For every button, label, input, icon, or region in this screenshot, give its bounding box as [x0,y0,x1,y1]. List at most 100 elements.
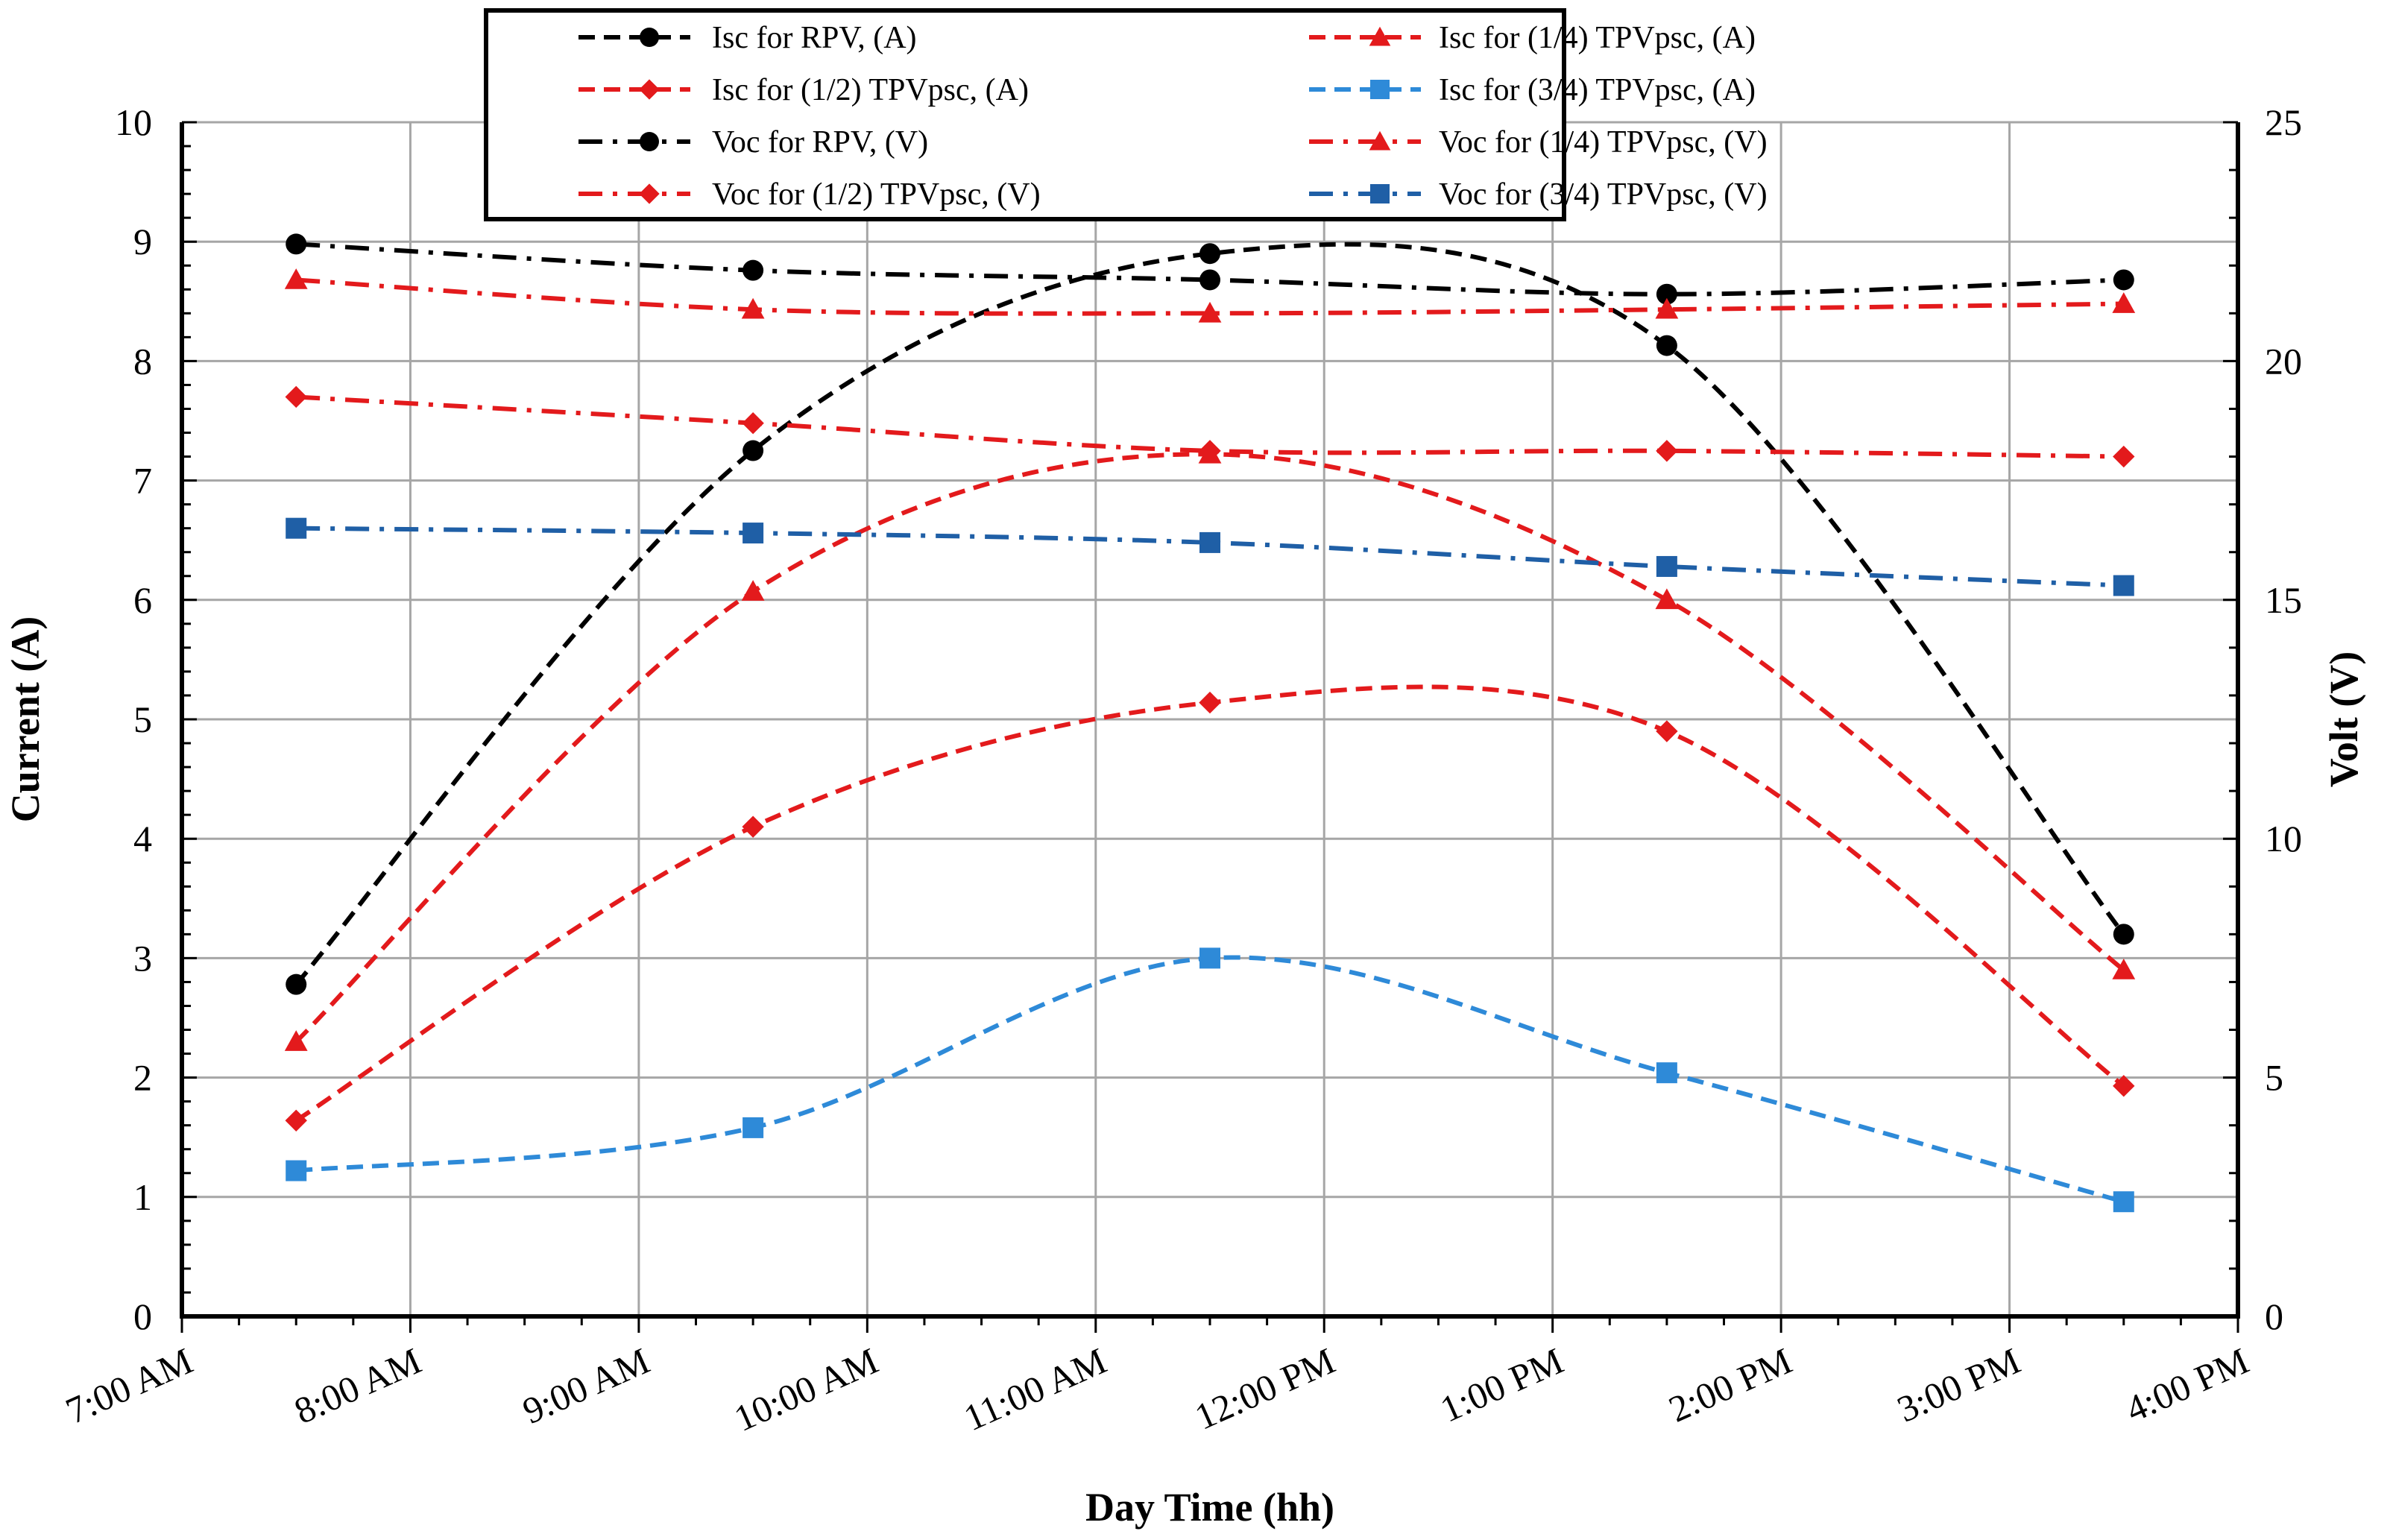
data-point [1656,1062,1677,1084]
data-point [286,1160,307,1181]
data-point [2113,269,2134,291]
data-point [741,297,765,319]
data-point [1198,301,1222,323]
legend-entry: Voc for (1/2) TPVpsc, (V) [578,177,1041,212]
data-point [1199,269,1220,291]
data-point [2112,959,2136,979]
data-point [1656,720,1678,742]
y-tick-label: 1 [133,1176,152,1218]
legend-swatch-marker [639,183,660,204]
legend-label: Isc for (3/4) TPVpsc, (A) [1439,73,1756,107]
legend-label: Isc for (1/2) TPVpsc, (A) [712,73,1029,107]
series-4 [286,947,2134,1213]
series-line [296,277,2124,316]
legend-entry: Voc for (1/4) TPVpsc, (V) [1309,125,1768,160]
legend-label: Voc for (1/2) TPVpsc, (V) [712,177,1041,212]
data-point [286,973,307,995]
legend-label: Isc for RPV, (A) [712,21,917,55]
data-point [1655,588,1679,610]
legend-entry: Isc for (3/4) TPVpsc, (A) [1309,73,1756,107]
series-line [296,242,2124,297]
data-point [1199,243,1220,265]
gridlines [182,121,2238,1316]
y-axis-title: Current (A) [3,616,48,822]
legend-entry: Isc for (1/2) TPVpsc, (A) [578,73,1029,107]
y-tick-label: 3 [133,937,152,979]
y-tick-label: 6 [133,579,152,621]
legend-swatch-marker [639,79,660,100]
y2-tick-label: 0 [2265,1296,2283,1337]
data-point [285,385,307,408]
series-line [296,526,2124,588]
data-point [2112,292,2136,313]
legend-label: Voc for RPV, (V) [712,125,928,160]
y2-tick-label: 20 [2265,340,2302,382]
data-point [1199,947,1220,969]
legend-swatch-marker [1370,184,1390,203]
series-5 [286,233,2134,305]
y-tick-label: 8 [133,340,152,382]
data-point [284,1030,308,1051]
series-1 [286,242,2134,995]
data-point [743,440,764,461]
y2-axis-title: Volt (V) [2321,651,2366,788]
series-7 [285,385,2135,468]
legend-entry: Voc for (3/4) TPVpsc, (V) [1309,177,1768,212]
y2-tick-label: 15 [2265,579,2302,621]
legend-swatch-marker [1370,80,1390,99]
data-point [1199,531,1220,553]
y-tick-label: 5 [133,698,152,740]
legend-swatch-marker [1369,26,1391,46]
data-point [742,412,764,435]
y-tick-label: 2 [133,1057,152,1099]
y-tick-label: 7 [133,460,152,502]
legend-label: Voc for (3/4) TPVpsc, (V) [1439,177,1768,212]
y2-tick-label: 5 [2265,1057,2283,1099]
legend: Isc for RPV, (A) Isc for (1/4) TPVpsc, (A… [484,8,1768,221]
data-point [1199,440,1221,462]
data-point [742,815,764,838]
data-point [2113,1075,2135,1097]
data-point [2113,1191,2134,1213]
data-point [1656,335,1677,356]
series-line [296,394,2124,459]
data-point [284,268,308,289]
legend-swatch-marker [640,28,659,47]
series-6 [284,268,2136,323]
series-line [294,242,2126,986]
y-tick-label: 9 [133,221,152,262]
data-point [741,580,765,601]
legend-entry: Isc for RPV, (A) [578,21,917,55]
series-8 [286,517,2134,596]
legend-entry: Voc for RPV, (V) [578,125,928,160]
legend-entry: Isc for (1/4) TPVpsc, (A) [1309,21,1756,55]
data-point [1656,555,1677,577]
y-tick-label: 10 [115,101,152,143]
y-tick-label: 4 [133,818,152,859]
data-point [2113,575,2134,596]
series-3 [285,684,2135,1132]
y-tick-label: 0 [133,1296,152,1337]
legend-swatch-marker [640,132,659,151]
x-axis-title: Day Time (hh) [1085,1485,1334,1530]
legend-label: Isc for (1/4) TPVpsc, (A) [1439,21,1756,55]
data-point [743,259,764,281]
data-point [743,523,764,544]
plot-area [284,233,2136,1213]
y2-tick-label: 10 [2265,818,2302,859]
data-point [2113,445,2135,468]
legend-label: Voc for (1/4) TPVpsc, (V) [1439,125,1768,160]
data-point [286,517,307,539]
data-point [1656,440,1678,462]
data-point [285,1109,307,1132]
y2-tick-label: 25 [2265,101,2302,143]
legend-swatch-marker [1369,130,1391,151]
data-point [2113,924,2134,945]
data-point [1655,297,1679,319]
data-point [743,1117,764,1138]
data-point [1656,283,1677,305]
data-point [286,233,307,255]
data-point [1199,691,1221,714]
